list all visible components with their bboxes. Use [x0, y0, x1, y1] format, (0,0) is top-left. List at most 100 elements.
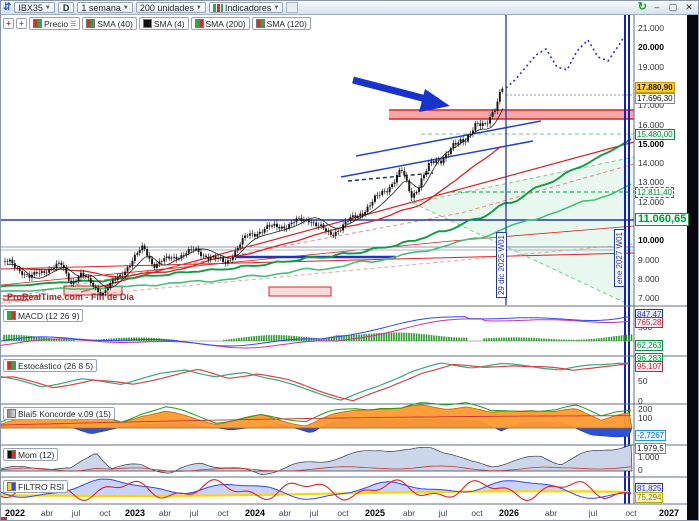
indicator-chip-momentum[interactable]: Mom (12) — [3, 448, 59, 461]
month-label: abr — [544, 508, 558, 518]
timeframe-label: 1 semana — [81, 2, 121, 13]
month-label: oct — [625, 508, 637, 518]
add-annotation-button[interactable]: + — [3, 18, 14, 29]
close-price-box: 17.696,30 — [635, 93, 675, 104]
legend-sma4-chip[interactable]: SMA (4) — [138, 17, 189, 30]
legend-sma200-chip[interactable]: SMA (200) — [190, 17, 250, 30]
chevron-down-icon: ▼ — [273, 4, 280, 11]
sma-icon — [194, 19, 204, 28]
projection-fan — [413, 157, 634, 307]
month-label: oct — [337, 508, 349, 518]
event-line-label[interactable]: 29 dic 2025 W01 — [496, 232, 507, 299]
legend-sma200-label: SMA (200) — [205, 18, 246, 29]
price-tick: 21.000 — [638, 23, 664, 33]
sma-4-line — [6, 108, 504, 289]
indicators-label: Indicadores — [224, 2, 272, 13]
value-box: 95,107 — [635, 361, 664, 372]
sma-40-line — [20, 145, 502, 278]
price-tick: 14.000 — [638, 158, 664, 169]
indicator-label: Blai5 Koncorde v.09 (15) — [18, 408, 111, 419]
momentum-area — [1, 444, 633, 475]
stochastic-k-line — [1, 362, 630, 401]
price-tick: 16.000 — [638, 119, 664, 130]
year-label: 2025 — [364, 508, 386, 518]
sma-200-line — [1, 183, 632, 292]
value-box: 62,263 — [635, 340, 664, 351]
value-box: 765,28 — [635, 317, 664, 328]
month-label: abr — [158, 508, 172, 518]
month-label: oct — [217, 508, 229, 518]
arrow-head-icon — [419, 89, 450, 112]
legend-sma40-chip[interactable]: SMA (40) — [82, 17, 137, 30]
symbol-label: IBX35 — [18, 2, 43, 13]
legend-sma120-chip[interactable]: SMA (120) — [251, 17, 311, 30]
legend-price-chip[interactable]: Precio ☰ — [29, 17, 81, 30]
rsi-fill-area — [1, 479, 632, 496]
momentum-icon — [7, 450, 16, 459]
indicator-chip-filtro-rsi[interactable]: FILTRO RSI — [3, 480, 69, 493]
refresh-icon[interactable]: ↻ — [637, 1, 647, 13]
month-label: jul — [189, 508, 199, 518]
indicator-label: FILTRO RSI — [18, 481, 65, 492]
fan-edge — [412, 156, 635, 204]
window-controls: ↻ – ▢ ✕ — [638, 2, 698, 13]
indicator-chip-koncorde[interactable]: Blai5 Koncorde v.09 (15) — [3, 407, 115, 420]
price-tick: 13.000 — [638, 177, 664, 188]
year-label: 2022 — [4, 508, 26, 518]
background-strip — [687, 15, 698, 520]
koncorde-tick: 200 — [638, 404, 653, 414]
chevron-down-icon: ▼ — [195, 4, 202, 11]
indicator-label: MACD (12 26 9) — [18, 310, 80, 321]
link-windows-icon[interactable]: ⇵ — [3, 1, 12, 13]
price-axis[interactable]: 21.000 20.000 19.000 17.000 16.000 15.000 14.0… — [634, 15, 690, 504]
indicator-chip-macd[interactable]: MACD (12 26 9) — [3, 309, 84, 322]
maximize-button[interactable]: ▢ — [668, 2, 678, 12]
momentum-signal-line — [1, 465, 632, 472]
stochastic-tick: 0 — [638, 396, 643, 406]
toolbar: ⇵ IBX35 ▼ D 1 semana ▼ 200 unidades ▼ In… — [1, 1, 698, 15]
price-tick: 9.000 — [638, 254, 660, 265]
timeframe-select[interactable]: 1 semana ▼ — [77, 2, 133, 13]
price-tick: 7.000 — [638, 293, 660, 304]
year-label: 2027 — [658, 508, 680, 518]
last-price-box: 17.880,90 — [635, 82, 675, 93]
units-label: 200 unidades — [139, 2, 194, 13]
macd-signal-line — [1, 318, 630, 349]
price-legend: + + Precio ☰ SMA (40) SMA (4) SMA (200) … — [3, 17, 311, 30]
resistance-band — [389, 110, 634, 119]
indicators-button[interactable]: Indicadores ▼ — [208, 2, 284, 13]
indicator-chip-stochastic[interactable]: Estocástico (26 8 5) — [3, 359, 98, 372]
add-indicator-button[interactable]: + — [16, 18, 27, 29]
price-tick: 19.000 — [638, 61, 664, 72]
symbol-select[interactable]: IBX35 ▼ — [14, 2, 55, 13]
month-label: jul — [309, 508, 319, 518]
price-tick: 10.000 — [638, 235, 664, 246]
value-box: 75,294 — [635, 492, 664, 503]
new-window-icon[interactable] — [286, 2, 299, 13]
support-level-box: 11.060,65 — [635, 213, 690, 226]
trendline — [355, 120, 542, 157]
momentum-tick: 1.000 — [638, 452, 660, 462]
indicator-label: Mom (12) — [18, 449, 55, 460]
rsi-blue-line — [1, 478, 632, 500]
time-axis[interactable]: 2022 abr jul oct 2023 abr jul oct 2024 abr jul oct 2… — [1, 504, 687, 520]
candlestick-icon — [212, 3, 223, 12]
event-line-label[interactable]: ene 2027 W01 — [614, 229, 625, 288]
koncorde-avg-line — [1, 415, 631, 426]
month-label: abr — [40, 508, 54, 518]
daily-mode-button[interactable]: D — [57, 2, 75, 13]
month-label: abr — [402, 508, 416, 518]
axis-marker — [1, 517, 7, 520]
year-label: 2026 — [498, 508, 520, 518]
units-select[interactable]: 200 unidades ▼ — [135, 2, 206, 13]
momentum-tick: 0 — [638, 465, 643, 475]
sma-120-line — [1, 138, 632, 288]
stochastic-icon — [7, 361, 16, 370]
close-button[interactable]: ✕ — [683, 3, 695, 12]
rsi-filter-line — [1, 490, 630, 498]
trendline — [347, 172, 434, 182]
koncorde-icon — [7, 409, 16, 418]
minimize-button[interactable]: – — [651, 3, 663, 12]
